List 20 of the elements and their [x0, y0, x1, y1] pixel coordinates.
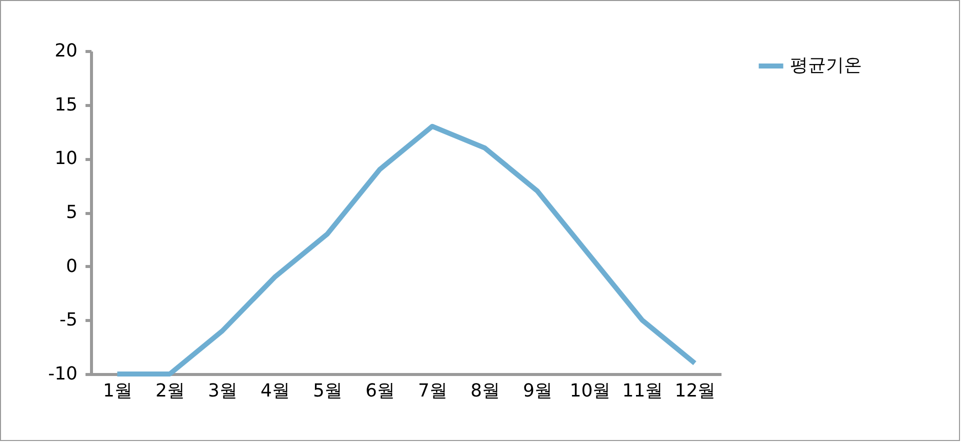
x-tick-label: 5월 [313, 380, 342, 402]
y-tick-label: 20 [54, 40, 78, 62]
y-tick-label: 15 [54, 94, 78, 116]
y-tick-label: 0 [66, 256, 78, 277]
x-tick-label: 1월 [103, 380, 132, 402]
x-tick-label: 6월 [366, 380, 395, 402]
x-tick-label: 11월 [622, 380, 664, 402]
x-tick-label: 4월 [260, 380, 290, 402]
x-tick-label: 10월 [570, 380, 611, 402]
legend-label: 평균기온 [790, 55, 862, 76]
x-tick-label: 9월 [523, 380, 552, 402]
y-tick-label: 5 [66, 202, 78, 223]
y-tick-label: 10 [54, 148, 78, 170]
y-tick-label: -5 [60, 310, 78, 331]
x-tick-label: 8월 [470, 380, 500, 402]
x-tick-label: 7월 [418, 380, 448, 402]
x-tick-label: 12월 [674, 380, 716, 402]
x-tick-label: 2월 [156, 380, 185, 402]
x-tick-label: 3월 [208, 380, 238, 402]
y-tick-label: -10 [48, 364, 78, 384]
